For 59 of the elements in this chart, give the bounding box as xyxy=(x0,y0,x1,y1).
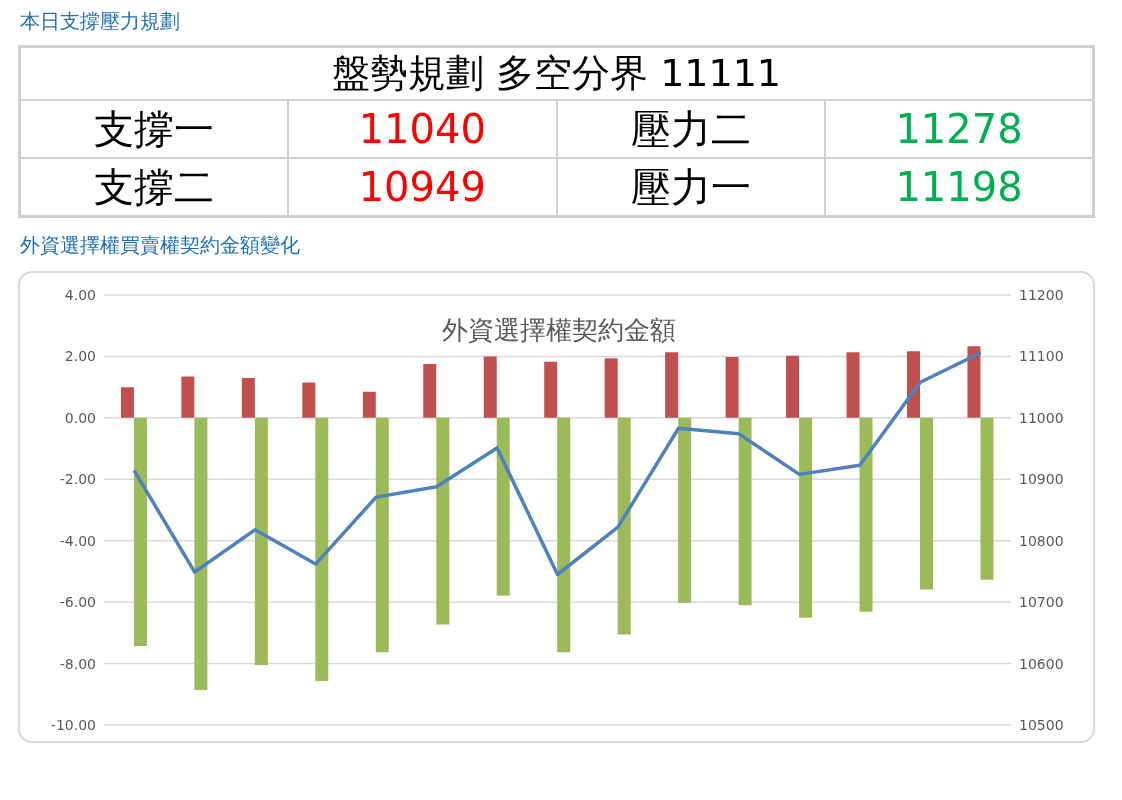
text: 本日支撐壓力規劃 xyxy=(20,8,181,35)
bar xyxy=(604,358,618,418)
bar xyxy=(738,417,752,606)
text: 10949 xyxy=(288,158,557,217)
bar xyxy=(302,382,316,418)
text: 外資選擇權契約金額 xyxy=(441,315,676,345)
bar xyxy=(980,417,994,580)
y2-tick-label: 10500 xyxy=(1019,716,1064,733)
bar xyxy=(423,364,437,418)
y2-tick-label: 10900 xyxy=(1019,471,1064,488)
bar xyxy=(241,377,255,418)
text: 盤勢規劃 多空分界 11111 xyxy=(19,46,1094,100)
bar xyxy=(375,417,389,653)
y-tick-label: -4.00 xyxy=(59,532,96,549)
bar xyxy=(120,387,134,418)
bar xyxy=(254,417,268,666)
bar xyxy=(725,357,739,418)
y2-tick-label: 10700 xyxy=(1019,594,1064,611)
y2-tick-label: 11000 xyxy=(1019,409,1064,426)
bar xyxy=(907,351,920,418)
bar xyxy=(617,417,631,635)
bar xyxy=(678,417,692,603)
chart-subtitle: 外資選擇權買賣權契約金額變化 xyxy=(20,232,301,259)
bar xyxy=(799,417,813,618)
bar xyxy=(544,361,558,418)
bar xyxy=(859,417,873,612)
y-tick-label: -6.00 xyxy=(59,594,96,611)
bar xyxy=(315,417,329,682)
y2-tick-label: 11100 xyxy=(1019,348,1064,365)
bar xyxy=(920,417,933,590)
y2-tick-label: 10800 xyxy=(1019,532,1064,549)
bar xyxy=(846,352,860,418)
y2-tick-label: 10600 xyxy=(1019,655,1064,672)
bar xyxy=(557,417,571,653)
bar xyxy=(665,352,679,418)
bar xyxy=(194,417,208,690)
y-tick-label: 0.00 xyxy=(64,409,96,426)
bar xyxy=(133,417,147,647)
text: 11198 xyxy=(825,158,1094,217)
text: 壓力一 xyxy=(556,158,825,217)
y-tick-label: 2.00 xyxy=(64,348,96,365)
bar xyxy=(181,376,195,418)
y-tick-label: -2.00 xyxy=(59,471,96,488)
y-tick-label: 4.00 xyxy=(64,286,96,303)
text: 11278 xyxy=(825,100,1094,158)
y2-tick-label: 11200 xyxy=(1019,286,1064,303)
text: 壓力二 xyxy=(556,100,825,158)
y-tick-label: -10.00 xyxy=(50,716,96,733)
y-tick-label: -8.00 xyxy=(59,655,96,672)
bar xyxy=(483,356,497,418)
bar xyxy=(496,417,510,596)
bar xyxy=(967,346,981,418)
text: 11040 xyxy=(288,100,557,158)
bar xyxy=(786,355,800,418)
bar xyxy=(362,391,376,418)
text: 支撐二 xyxy=(19,158,288,217)
line-series xyxy=(132,350,983,577)
bar xyxy=(436,417,450,625)
text: 支撐一 xyxy=(19,100,288,158)
